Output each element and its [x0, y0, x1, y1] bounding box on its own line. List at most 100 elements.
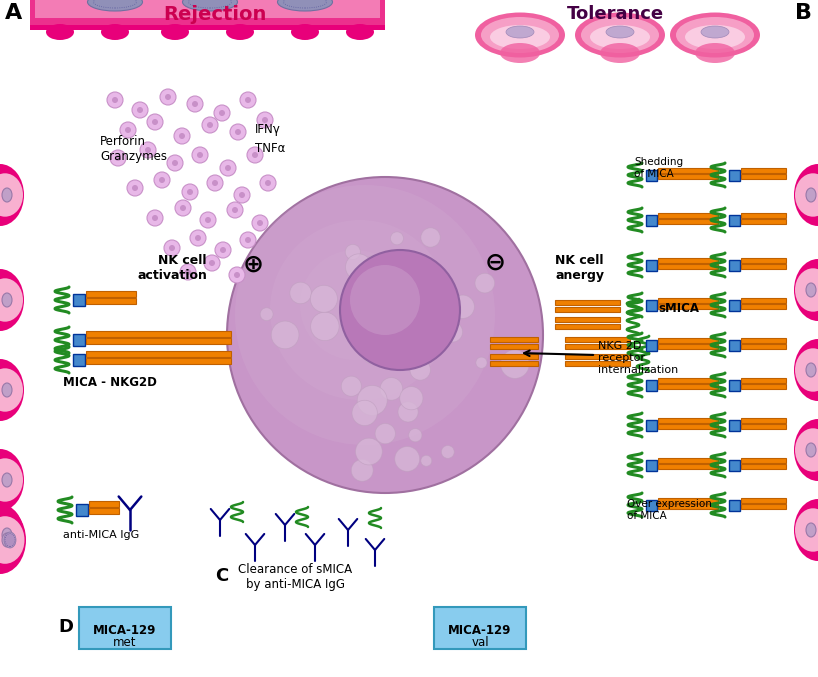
Circle shape — [137, 107, 143, 113]
Circle shape — [174, 128, 190, 144]
Bar — [646, 169, 657, 181]
Circle shape — [270, 220, 450, 400]
Bar — [741, 383, 786, 389]
Text: Perforin
Granzymes: Perforin Granzymes — [100, 135, 167, 163]
Bar — [741, 498, 786, 503]
Ellipse shape — [0, 516, 25, 564]
Ellipse shape — [4, 532, 16, 548]
Bar — [658, 338, 718, 343]
Circle shape — [442, 445, 454, 458]
Ellipse shape — [590, 25, 650, 49]
Ellipse shape — [0, 458, 23, 502]
Ellipse shape — [806, 363, 816, 377]
Bar — [646, 299, 657, 311]
Circle shape — [240, 92, 256, 108]
Circle shape — [366, 322, 378, 333]
Ellipse shape — [0, 506, 26, 574]
Circle shape — [220, 247, 226, 253]
Text: C: C — [215, 567, 228, 585]
Circle shape — [234, 272, 240, 278]
Circle shape — [207, 122, 213, 128]
Circle shape — [209, 260, 215, 266]
Bar — [565, 344, 630, 349]
Circle shape — [240, 232, 256, 248]
Bar — [729, 420, 740, 431]
Ellipse shape — [0, 368, 23, 412]
Bar — [729, 259, 740, 271]
Circle shape — [234, 187, 250, 203]
Bar — [658, 424, 718, 429]
Circle shape — [212, 180, 218, 186]
Circle shape — [390, 232, 403, 245]
Ellipse shape — [2, 293, 12, 307]
Text: D: D — [58, 618, 73, 636]
Bar — [658, 219, 718, 224]
Circle shape — [229, 267, 245, 283]
Ellipse shape — [475, 12, 565, 58]
Text: ⊖: ⊖ — [484, 251, 506, 275]
Circle shape — [352, 400, 377, 426]
Text: B: B — [795, 3, 812, 23]
Circle shape — [110, 150, 126, 166]
Circle shape — [400, 387, 423, 410]
Ellipse shape — [0, 359, 24, 421]
Bar — [658, 303, 718, 309]
Circle shape — [207, 175, 223, 191]
Bar — [658, 257, 718, 263]
Circle shape — [160, 89, 176, 105]
Bar — [729, 299, 740, 311]
Circle shape — [167, 155, 183, 171]
Circle shape — [187, 96, 203, 112]
Text: A: A — [5, 3, 22, 23]
Bar — [658, 263, 718, 269]
Circle shape — [235, 129, 241, 135]
Bar — [658, 418, 718, 423]
Ellipse shape — [795, 429, 818, 472]
Circle shape — [205, 217, 211, 223]
Circle shape — [227, 202, 243, 218]
Ellipse shape — [794, 339, 818, 401]
Bar — [565, 354, 630, 359]
Ellipse shape — [346, 24, 374, 40]
Bar — [741, 424, 786, 429]
Ellipse shape — [506, 26, 534, 38]
Bar — [658, 464, 718, 469]
Circle shape — [112, 97, 118, 103]
Bar — [658, 213, 718, 218]
Text: sMICA: sMICA — [658, 301, 699, 315]
Bar — [646, 215, 657, 225]
Bar — [658, 167, 718, 173]
Circle shape — [197, 152, 203, 158]
Ellipse shape — [795, 268, 818, 311]
Circle shape — [501, 350, 529, 378]
Bar — [555, 307, 620, 312]
Bar — [729, 380, 740, 391]
Text: NKG 2D
receptor
internalization: NKG 2D receptor internalization — [598, 341, 678, 374]
Text: Clearance of sMICA
by anti-MICA IgG: Clearance of sMICA by anti-MICA IgG — [238, 563, 352, 591]
Bar — [729, 339, 740, 351]
Circle shape — [219, 110, 225, 116]
Bar — [741, 458, 786, 463]
Bar — [741, 173, 786, 179]
Text: val: val — [471, 636, 489, 649]
Bar — [741, 338, 786, 343]
Circle shape — [351, 460, 373, 481]
Bar — [565, 337, 630, 342]
Circle shape — [344, 324, 362, 341]
Text: IFNγ: IFNγ — [255, 123, 281, 136]
Circle shape — [401, 341, 422, 363]
Circle shape — [159, 177, 165, 183]
Circle shape — [360, 311, 376, 328]
Circle shape — [300, 250, 410, 360]
Circle shape — [147, 210, 163, 226]
Bar — [86, 351, 231, 357]
Ellipse shape — [500, 43, 540, 63]
Circle shape — [172, 160, 178, 166]
Circle shape — [265, 180, 271, 186]
Circle shape — [262, 117, 268, 123]
Circle shape — [127, 180, 143, 196]
Circle shape — [257, 112, 273, 128]
Circle shape — [363, 346, 381, 364]
Ellipse shape — [606, 26, 634, 38]
Circle shape — [390, 331, 413, 354]
